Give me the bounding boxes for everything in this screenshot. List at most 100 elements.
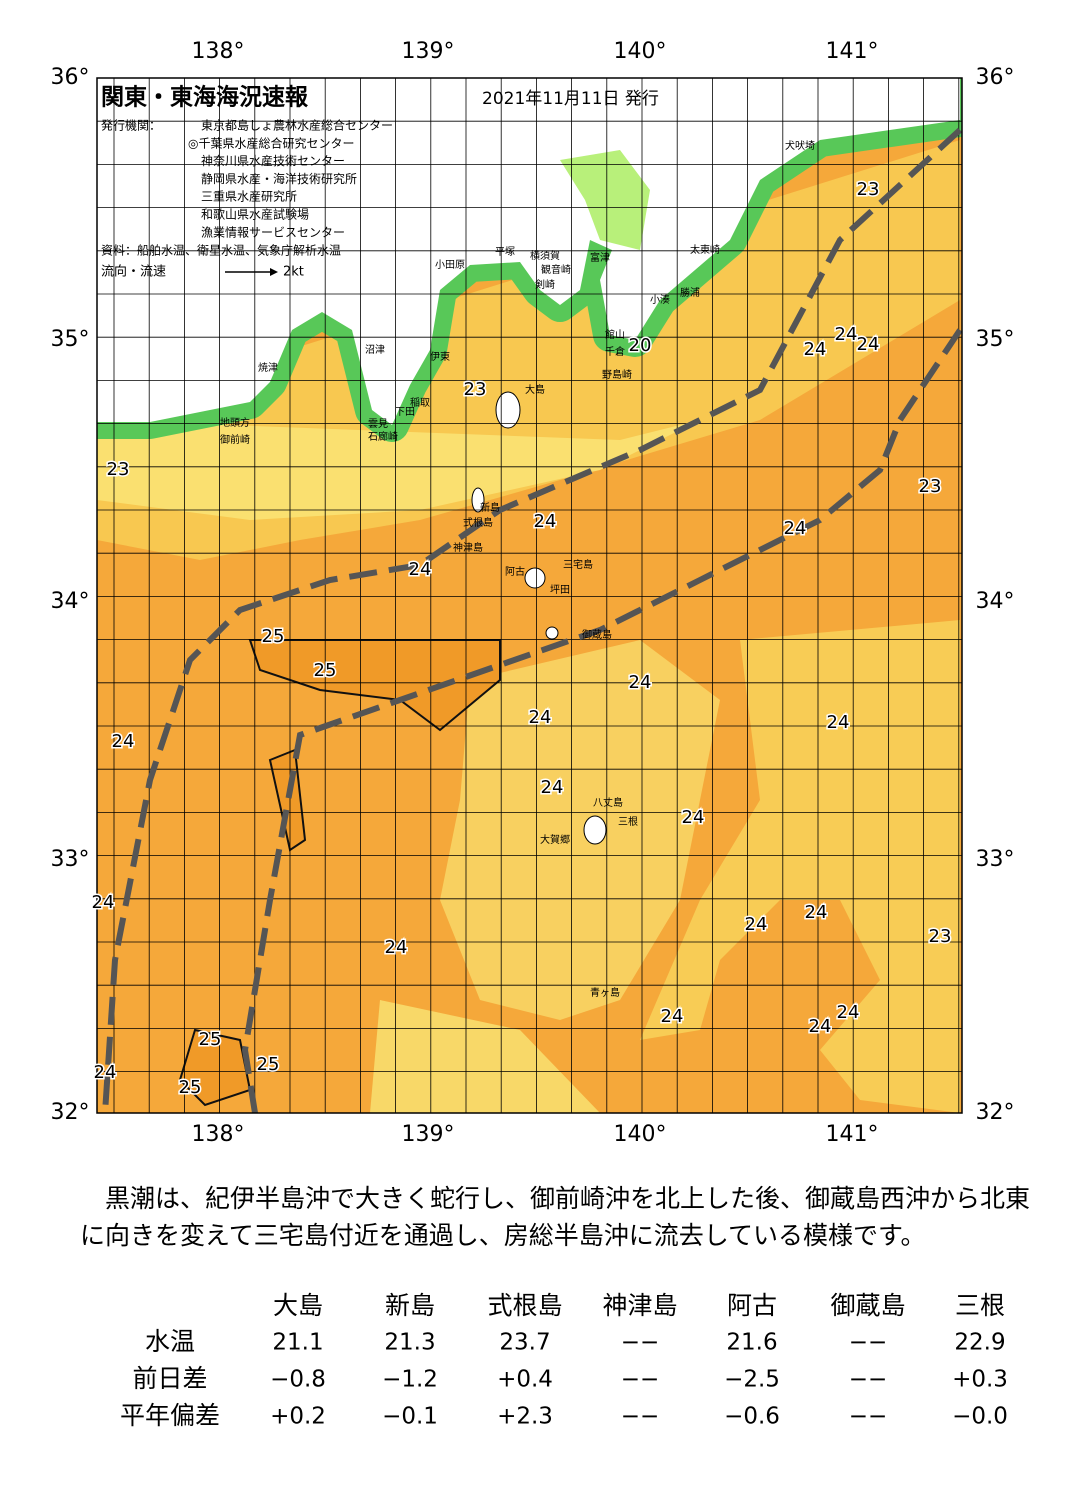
contour-label: 24 — [857, 334, 880, 355]
lat-label: 34° — [976, 589, 1015, 614]
contour-label: 23 — [929, 926, 952, 947]
publisher: ◎千葉県水産総合研究センター — [188, 135, 354, 150]
place-name: 横須賀 — [530, 249, 560, 262]
contour-label: 24 — [385, 937, 408, 958]
contour-label: 25 — [257, 1054, 280, 1075]
contour-label: 24 — [409, 559, 432, 580]
contour-label: 24 — [529, 707, 552, 728]
table-cell: −0.8 — [270, 1367, 326, 1393]
contour-label: 24 — [682, 807, 705, 828]
flow-arrow-head — [270, 268, 278, 276]
kuroshio-axis — [102, 127, 962, 1113]
place-name: 御前崎 — [220, 433, 250, 446]
contour-label: 23 — [107, 459, 130, 480]
table-cell: −− — [621, 1330, 660, 1356]
contour-label: 24 — [541, 777, 564, 798]
column-header: 神津島 — [602, 1291, 677, 1320]
place-name: 御蔵島 — [582, 628, 612, 641]
kuroshio-edge — [241, 328, 962, 1113]
contour-label: 24 — [805, 902, 828, 923]
place-name: 大島 — [525, 383, 545, 396]
publisher: 神奈川県水産技術センター — [201, 153, 345, 168]
place-name: 富津 — [590, 251, 610, 264]
contour-label: 24 — [629, 672, 652, 693]
bay — [560, 150, 650, 250]
contour-label: 25 — [314, 660, 337, 681]
contour-label: 25 — [179, 1077, 202, 1098]
contour-label: 23 — [919, 476, 942, 497]
table-cell: 22.9 — [954, 1330, 1005, 1356]
place-name: 下田 — [395, 407, 415, 418]
map-frame — [96, 77, 963, 1114]
column-header: 大島 — [273, 1291, 323, 1320]
column-header: 阿古 — [727, 1291, 777, 1320]
column-header: 式根島 — [487, 1291, 562, 1320]
place-name: 勝浦 — [680, 286, 700, 299]
publisher: 和歌山県水産試験場 — [201, 207, 309, 222]
grid — [97, 78, 962, 1113]
publisher: 静岡県水産・海洋技術研究所 — [201, 171, 357, 186]
map-labels: 東京都島しょ農林水産総合センター ◎千葉県水産総合研究センター神奈川県水産技術セン… — [51, 39, 1015, 1147]
place-name: 式根島 — [463, 516, 493, 529]
place-name: 伊東 — [430, 350, 450, 363]
lat-label: 35° — [976, 327, 1015, 352]
place-name: 坪田 — [550, 583, 570, 596]
place-name: 沼津 — [365, 343, 385, 356]
table-cell: −0.6 — [724, 1404, 780, 1430]
place-name: 三根 — [618, 815, 638, 828]
cool-water — [640, 620, 960, 1113]
column-header: 三根 — [955, 1291, 1005, 1320]
lon-label: 138° — [192, 39, 245, 64]
island — [524, 567, 546, 589]
data-source: 資料：船舶水温、衛星水温、気象庁解析水温 — [101, 243, 341, 258]
place-name: 雲見 — [368, 418, 388, 430]
publisher: 漁業情報サービスセンター — [201, 225, 345, 239]
place-name: 野島崎 — [602, 368, 632, 381]
island — [495, 391, 521, 429]
column-header: 御蔵島 — [830, 1291, 905, 1320]
summary-text: 黒潮は、紀伊半島沖で大きく蛇行し、御前崎沖を北上した後、御蔵島西沖から北東に向き… — [80, 1184, 1031, 1250]
contour-label: 24 — [784, 518, 807, 539]
publisher-label: 発行機関： — [101, 118, 161, 133]
lon-label: 138° — [192, 1122, 245, 1147]
table-cell: +0.3 — [952, 1367, 1008, 1393]
warm-core — [248, 639, 501, 732]
table-cell: −0.0 — [952, 1404, 1008, 1430]
contour-label: 24 — [94, 1062, 117, 1083]
publisher: 東京都島しょ農林水産総合センター — [201, 118, 393, 133]
contour-label: 23 — [464, 379, 487, 400]
table-cell: +0.4 — [497, 1367, 553, 1393]
lon-label: 141° — [826, 39, 879, 64]
lon-label: 139° — [402, 1122, 455, 1147]
place-name: 千倉 — [605, 345, 625, 358]
contour-label: 25 — [199, 1029, 222, 1050]
table-cell: −− — [621, 1404, 660, 1430]
lon-label: 140° — [614, 39, 667, 64]
contour-label: 24 — [835, 324, 858, 345]
contour-label: 24 — [745, 914, 768, 935]
lat-label: 33° — [51, 847, 90, 872]
cool-water — [440, 640, 720, 1020]
table-cell: −− — [849, 1367, 888, 1393]
place-name: 太東崎 — [690, 243, 720, 256]
table-cell: 23.7 — [499, 1330, 550, 1356]
place-name: 館山 — [605, 328, 625, 341]
sea-temperature-map — [97, 78, 962, 1113]
island — [545, 626, 559, 640]
place-name: 平塚 — [495, 246, 515, 258]
contour-label: 24 — [827, 712, 850, 733]
lon-label: 139° — [402, 39, 455, 64]
contour-label: 20 — [629, 335, 652, 356]
contour-label: 24 — [92, 892, 115, 913]
place-name: 焼津 — [258, 362, 278, 374]
lat-label: 35° — [51, 327, 90, 352]
place-name: 稲取 — [410, 397, 430, 409]
place-name: 犬吠埼 — [785, 139, 815, 152]
contour-label: 24 — [534, 511, 557, 532]
place-name: 新島 — [480, 501, 500, 514]
table-cell: 21.6 — [726, 1330, 777, 1356]
lat-label: 36° — [51, 65, 90, 90]
place-name: 地頭方 — [220, 416, 250, 429]
